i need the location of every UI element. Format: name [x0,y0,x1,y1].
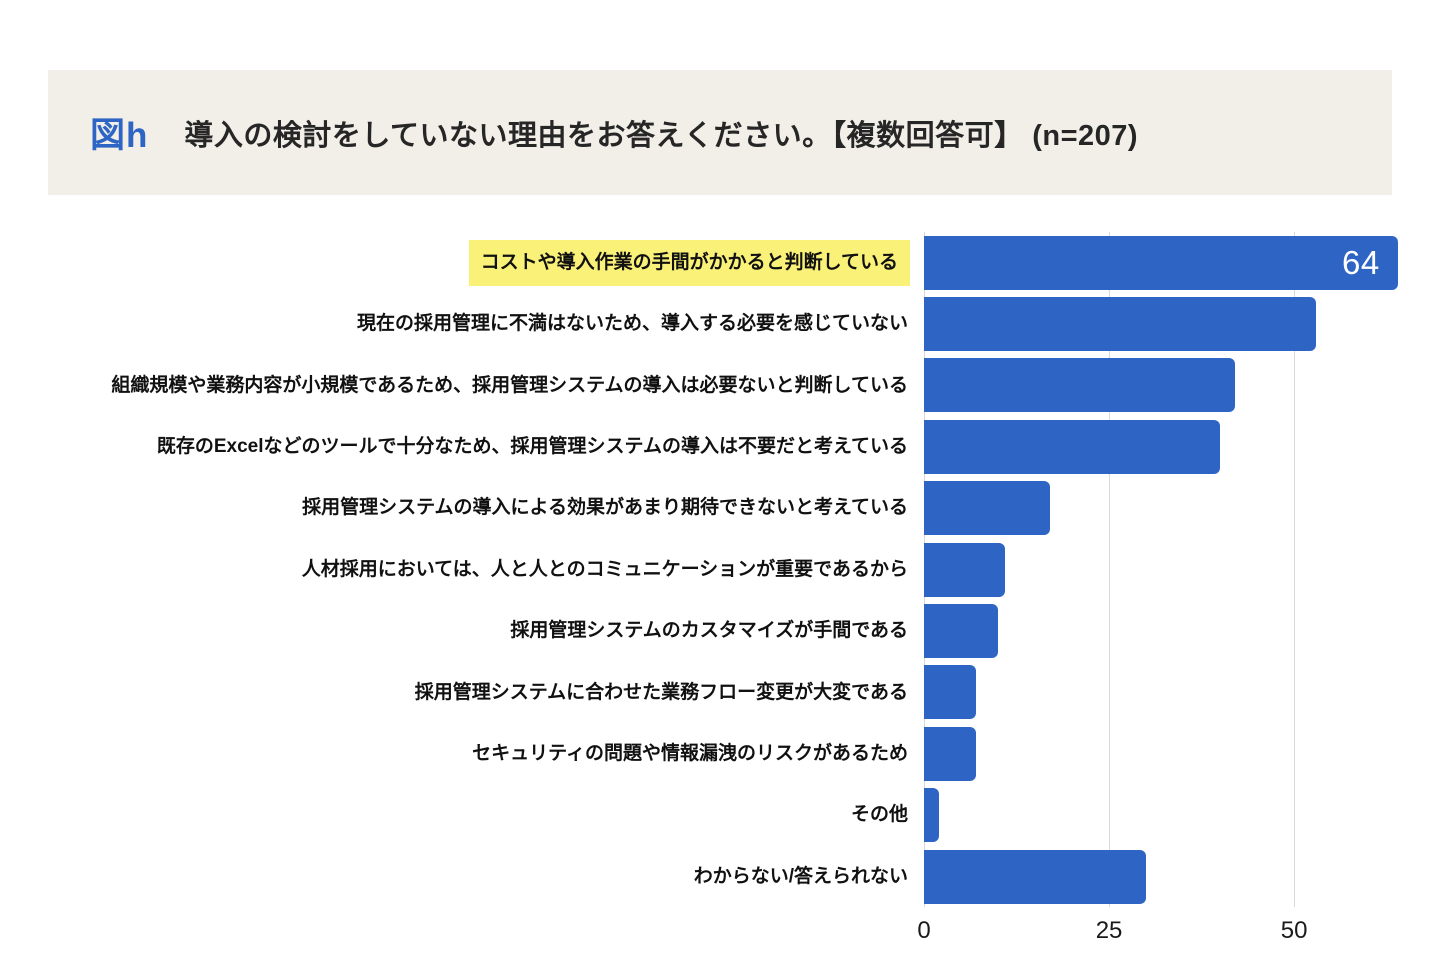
bar: 64 [924,235,1398,290]
chart-rows: コストや導入作業の手間がかかると判断している 64 現在の採用管理に不満はないため、… [0,232,1440,907]
chart-row: 組織規模や業務内容が小規模であるため、採用管理システムの導入は必要ないと判断して… [0,355,1440,416]
bar [924,604,999,659]
category-label-cell: 組織規模や業務内容が小規模であるため、採用管理システムの導入は必要ないと判断して… [0,363,924,409]
plot-cell [924,478,1400,539]
bar [924,849,1147,904]
chart-row: 採用管理システムに合わせた業務フロー変更が大変である [0,662,1440,723]
category-label: 組織規模や業務内容が小規模であるため、採用管理システムの導入は必要ないと判断して… [111,374,908,396]
category-label: 現在の採用管理に不満はないため、導入する必要を感じていない [356,313,908,335]
chart-row: 採用管理システムのカスタマイズが手間である [0,600,1440,661]
category-label-cell: その他 [0,792,924,838]
category-label: コストや導入作業の手間がかかると判断している [468,239,910,286]
x-tick-label: 0 [917,917,931,945]
x-tick-label: 25 [1095,917,1123,945]
bar-chart: コストや導入作業の手間がかかると判断している 64 現在の採用管理に不満はないため、… [0,232,1440,944]
chart-row: コストや導入作業の手間がかかると判断している 64 [0,232,1440,293]
category-label-cell: コストや導入作業の手間がかかると判断している [0,239,924,286]
plot-cell [924,539,1400,600]
category-label-cell: 既存のExcelなどのツールで十分なため、採用管理システムの導入は不要だと考えて… [0,424,924,470]
plot-cell [924,355,1400,416]
chart-row: 現在の採用管理に不満はないため、導入する必要を感じていない [0,293,1440,354]
category-label: わからない/答えられない [693,865,908,887]
chart-row: 既存のExcelなどのツールで十分なため、採用管理システムの導入は不要だと考えて… [0,416,1440,477]
category-label: 採用管理システムの導入による効果があまり期待できないと考えている [302,497,908,519]
figure-label: 図h [90,116,149,155]
category-label: 採用管理システムに合わせた業務フロー変更が大変である [414,681,908,703]
plot-cell [924,846,1400,907]
bar-value-label: 64 [1342,243,1380,281]
category-label: 既存のExcelなどのツールで十分なため、採用管理システムの導入は不要だと考えて… [156,435,908,457]
category-label-cell: 人材採用においては、人と人とのコミュニケーションが重要であるから [0,547,924,593]
category-label: 人材採用においては、人と人とのコミュニケーションが重要であるから [301,558,908,580]
chart-row: その他 [0,785,1440,846]
chart-row: わからない/答えられない [0,846,1440,907]
plot-cell [924,416,1400,477]
bar [924,788,939,843]
category-label: その他 [850,804,908,826]
chart-row: 人材採用においては、人と人とのコミュニケーションが重要であるから [0,539,1440,600]
bar [924,297,1317,352]
category-label: 採用管理システムのカスタマイズが手間である [510,620,908,642]
plot-cell [924,600,1400,661]
category-label-cell: 現在の採用管理に不満はないため、導入する必要を感じていない [0,301,924,347]
bar [924,665,976,720]
bar [924,481,1050,536]
category-label-cell: セキュリティの問題や情報漏洩のリスクがあるため [0,731,924,777]
page-title: 導入の検討をしていない理由をお答えください。【複数回答可】 (n=207) [184,119,1139,152]
bar [924,542,1006,597]
plot-cell [924,785,1400,846]
category-label-cell: 採用管理システムに合わせた業務フロー変更が大変である [0,670,924,716]
bar [924,419,1221,474]
plot-cell: 64 [924,232,1400,293]
category-label-cell: わからない/答えられない [0,854,924,900]
bar [924,726,976,781]
plot-cell [924,723,1400,784]
plot-cell [924,662,1400,723]
chart-row: 採用管理システムの導入による効果があまり期待できないと考えている [0,478,1440,539]
x-tick-label: 50 [1280,917,1308,945]
chart-row: セキュリティの問題や情報漏洩のリスクがあるため [0,723,1440,784]
bar [924,358,1235,413]
plot-cell [924,293,1400,354]
category-label-cell: 採用管理システムの導入による効果があまり期待できないと考えている [0,485,924,531]
header-band: 図h 導入の検討をしていない理由をお答えください。【複数回答可】 (n=207) [48,70,1392,195]
category-label-cell: 採用管理システムのカスタマイズが手間である [0,608,924,654]
category-label: セキュリティの問題や情報漏洩のリスクがあるため [472,742,908,764]
